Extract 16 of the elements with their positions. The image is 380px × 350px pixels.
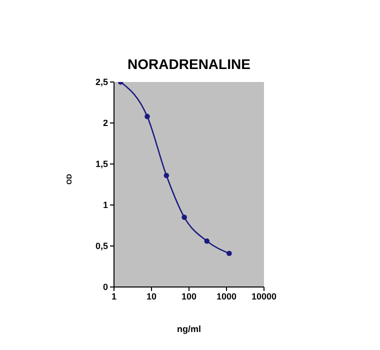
point xyxy=(182,214,187,220)
y-tick-label: 2,5 xyxy=(95,77,108,88)
point xyxy=(226,250,232,256)
x-tick-label: 100 xyxy=(181,291,197,302)
x-tick-label: 10000 xyxy=(251,291,277,302)
point xyxy=(204,238,210,244)
y-tick-label: 1 xyxy=(102,200,108,210)
y-tick-label: 1,5 xyxy=(95,159,108,170)
x-tick-label: 1 xyxy=(111,291,117,302)
y-tick-label: 2 xyxy=(102,118,108,128)
chart-title: NORADRENALINE xyxy=(126,56,252,72)
x-axis-title: ng/ml xyxy=(177,324,201,334)
y-tick-label: 0,5 xyxy=(95,241,108,252)
y-tick-label: 0 xyxy=(102,282,108,292)
x-tick-label: 10 xyxy=(146,291,157,302)
x-tick-label: 1000 xyxy=(216,291,237,302)
